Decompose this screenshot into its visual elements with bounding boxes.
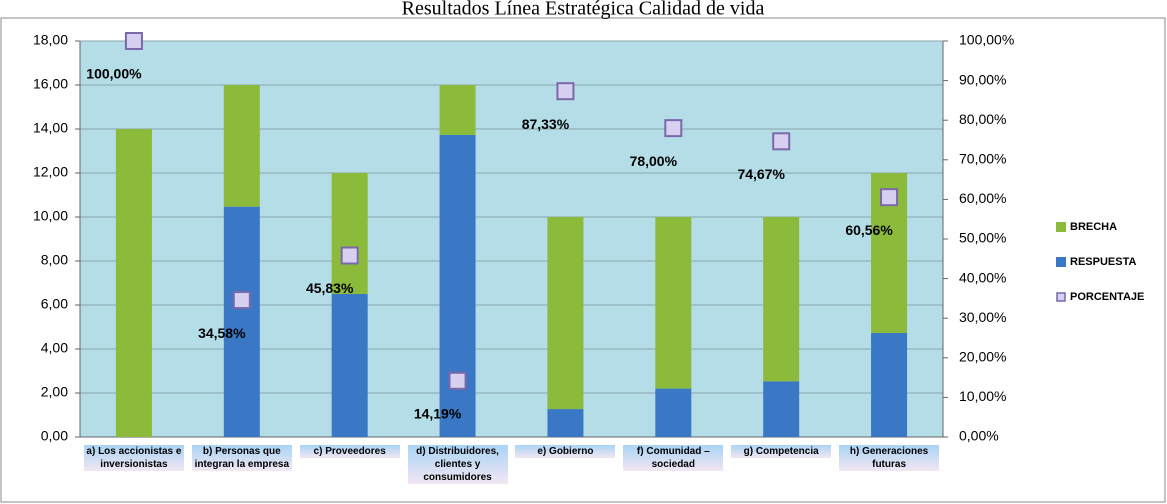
- bar-segment: [547, 217, 584, 410]
- data-label: 34,58%: [198, 325, 246, 341]
- y2-tick-label: 80,00%: [959, 111, 1006, 127]
- marker: [772, 132, 791, 151]
- y-tick-label: 12,00: [33, 164, 68, 180]
- legend-label: RESPUESTA: [1070, 256, 1136, 268]
- y-tick-label: 8,00: [41, 252, 68, 268]
- x-tick-label: b) Personas que integran la empresa: [191, 445, 292, 471]
- marker: [232, 291, 251, 310]
- marker: [880, 188, 899, 207]
- y2-tick-label: 60,00%: [959, 190, 1006, 206]
- y-tick-label: 0,00: [41, 428, 68, 444]
- x-tick-label: d) Distribuidores, clientes y consumidor…: [407, 445, 508, 484]
- y2-tick-label: 70,00%: [959, 151, 1006, 167]
- y-tick-label: 6,00: [41, 296, 68, 312]
- bar-segment: [115, 129, 152, 437]
- x-tick-label: c) Proveedores: [299, 445, 400, 458]
- y-tick-label: 18,00: [33, 32, 68, 48]
- x-tick-label: h) Generaciones futuras: [839, 445, 940, 471]
- data-label: 78,00%: [630, 153, 678, 169]
- marker: [124, 32, 143, 50]
- marker: [340, 246, 359, 265]
- y2-tick-label: 20,00%: [959, 349, 1006, 365]
- y2-tick-label: 0,00%: [959, 428, 999, 444]
- bar-segment: [223, 206, 260, 437]
- data-label: 74,67%: [737, 166, 785, 182]
- bar-segment: [439, 134, 476, 437]
- legend-label: BRECHA: [1070, 221, 1117, 233]
- data-label: 87,33%: [522, 116, 570, 132]
- y-tick-label: 14,00: [33, 120, 68, 136]
- marker: [448, 371, 467, 390]
- chart-border: [0, 17, 1166, 503]
- y2-tick-label: 50,00%: [959, 230, 1006, 246]
- bar-segment: [763, 381, 800, 437]
- data-label: 100,00%: [86, 66, 142, 82]
- chart-title: Resultados Línea Estratégica Calidad de …: [402, 0, 765, 20]
- x-tick-label: a) Los accionistas e inversionistas: [83, 445, 184, 471]
- bar-segment: [223, 85, 260, 207]
- x-tick-label: e) Gobierno: [515, 445, 616, 458]
- bar-segment: [547, 409, 584, 437]
- bar-segment: [763, 217, 800, 382]
- y-tick-label: 16,00: [33, 76, 68, 92]
- marker: [556, 82, 575, 101]
- bar-segment: [331, 173, 368, 294]
- marker: [664, 119, 683, 138]
- data-label: 14,19%: [414, 406, 462, 422]
- x-tick-label: g) Competencia: [731, 445, 832, 458]
- legend-label: PORCENTAJE: [1070, 291, 1144, 303]
- x-tick-label: f) Comunidad – sociedad: [623, 445, 724, 471]
- legend-swatch: [1056, 292, 1066, 302]
- y2-tick-label: 90,00%: [959, 71, 1006, 87]
- legend-swatch: [1056, 257, 1066, 267]
- y2-tick-label: 100,00%: [959, 32, 1014, 48]
- bar-segment: [871, 332, 908, 437]
- y2-tick-label: 10,00%: [959, 388, 1006, 404]
- bar-segment: [439, 85, 476, 135]
- bar-segment: [655, 217, 692, 389]
- y2-tick-label: 30,00%: [959, 309, 1006, 325]
- plot-area: [80, 41, 943, 437]
- bar-segment: [655, 388, 692, 437]
- data-label: 60,56%: [845, 222, 893, 238]
- legend-swatch: [1056, 222, 1066, 232]
- y-tick-label: 4,00: [41, 340, 68, 356]
- y-tick-label: 10,00: [33, 208, 68, 224]
- y2-tick-label: 40,00%: [959, 269, 1006, 285]
- bar-segment: [331, 294, 368, 437]
- data-label: 45,83%: [306, 280, 354, 296]
- y-tick-label: 2,00: [41, 384, 68, 400]
